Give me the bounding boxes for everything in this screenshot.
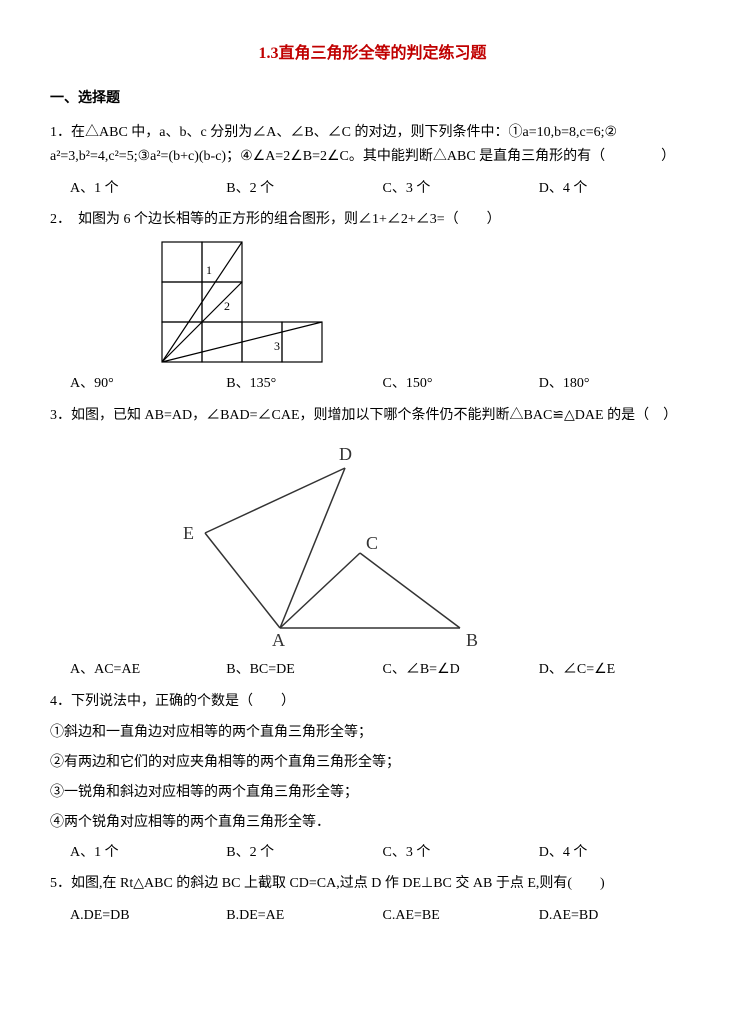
q4-statement-3: ③一锐角和斜边对应相等的两个直角三角形全等；	[50, 781, 695, 805]
q3-opt-c: C、∠B=∠D	[383, 658, 539, 682]
q1-opt-b: B、2 个	[226, 177, 382, 201]
question-4: 4．下列说法中，正确的个数是（ ）	[50, 690, 695, 714]
q2-opt-b: B、135°	[226, 372, 382, 396]
q5-opt-d: D.AE=BD	[539, 904, 695, 928]
q4-statement-1: ①斜边和一直角边对应相等的两个直角三角形全等；	[50, 721, 695, 745]
q2-opt-a: A、90°	[70, 372, 226, 396]
question-1-options: A、1 个 B、2 个 C、3 个 D、4 个	[70, 177, 695, 201]
question-5-options: A.DE=DB B.DE=AE C.AE=BE D.AE=BD	[70, 904, 695, 928]
question-2: 2． 如图为 6 个边长相等的正方形的组合图形，则∠1+∠2+∠3=（ ）	[50, 208, 695, 232]
svg-text:A: A	[272, 630, 285, 648]
q5-opt-a: A.DE=DB	[70, 904, 226, 928]
page-title: 1.3直角三角形全等的判定练习题	[50, 40, 695, 67]
q4-opt-c: C、3 个	[383, 841, 539, 865]
question-1: 1．在△ABC 中，a、b、c 分别为∠A、∠B、∠C 的对边，则下列条件中：①…	[50, 121, 695, 169]
question-3-options: A、AC=AE B、BC=DE C、∠B=∠D D、∠C=∠E	[70, 658, 695, 682]
q4-statement-2: ②有两边和它们的对应夹角相等的两个直角三角形全等；	[50, 751, 695, 775]
question-2-options: A、90° B、135° C、150° D、180°	[70, 372, 695, 396]
q1-opt-a: A、1 个	[70, 177, 226, 201]
q3-opt-b: B、BC=DE	[226, 658, 382, 682]
q2-opt-c: C、150°	[383, 372, 539, 396]
q4-opt-b: B、2 个	[226, 841, 382, 865]
svg-text:1: 1	[206, 263, 212, 277]
question-3-figure: A B C D E	[150, 438, 695, 648]
q5-opt-c: C.AE=BE	[383, 904, 539, 928]
svg-text:3: 3	[274, 339, 280, 353]
q1-opt-d: D、4 个	[539, 177, 695, 201]
question-2-figure: 1 2 3	[160, 240, 695, 364]
q2-opt-d: D、180°	[539, 372, 695, 396]
svg-text:E: E	[183, 523, 194, 543]
question-4-options: A、1 个 B、2 个 C、3 个 D、4 个	[70, 841, 695, 865]
question-5: 5．如图,在 Rt△ABC 的斜边 BC 上截取 CD=CA,过点 D 作 DE…	[50, 872, 695, 896]
q5-opt-b: B.DE=AE	[226, 904, 382, 928]
svg-text:C: C	[366, 533, 378, 553]
section-heading: 一、选择题	[50, 87, 695, 111]
q4-opt-a: A、1 个	[70, 841, 226, 865]
q3-opt-d: D、∠C=∠E	[539, 658, 695, 682]
svg-text:D: D	[339, 444, 352, 464]
q1-opt-c: C、3 个	[383, 177, 539, 201]
q4-statement-4: ④两个锐角对应相等的两个直角三角形全等．	[50, 811, 695, 835]
q4-opt-d: D、4 个	[539, 841, 695, 865]
q3-opt-a: A、AC=AE	[70, 658, 226, 682]
svg-text:2: 2	[224, 299, 230, 313]
question-3: 3．如图，已知 AB=AD，∠BAD=∠CAE，则增加以下哪个条件仍不能判断△B…	[50, 404, 695, 428]
svg-text:B: B	[466, 630, 478, 648]
